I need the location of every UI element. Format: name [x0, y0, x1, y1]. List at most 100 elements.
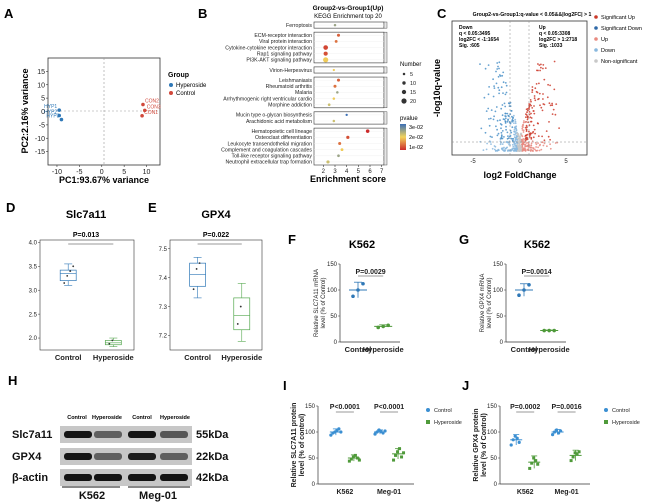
pca-xtick-label-1: -5: [76, 169, 82, 176]
volcano-point: [515, 144, 517, 147]
volcano-point: [504, 147, 507, 150]
volcano-point: [507, 119, 509, 121]
volcano-point: [529, 149, 532, 152]
kegg-xtick-label-2: 4: [345, 169, 349, 175]
pca-legend-control-marker: [169, 91, 173, 95]
bar-j-category-1: Meg-01: [555, 489, 579, 496]
bar-j-point: [509, 443, 513, 447]
volcano-point: [514, 127, 516, 129]
volcano-up-line-3: Sig. :1033: [539, 43, 563, 49]
kegg-size-legend-title: Number: [400, 62, 421, 68]
bar-j-point: [575, 452, 579, 456]
kegg-dot: [336, 91, 339, 94]
volcano-point: [501, 114, 504, 117]
pca-point-label-con1: CON1: [144, 110, 158, 116]
volcano-point: [530, 138, 533, 140]
kegg-facet-5: [313, 127, 385, 166]
bar-g-point: [542, 328, 546, 333]
bar-i-point: [349, 457, 353, 461]
bar-j-legend-1: Hyperoside: [612, 420, 640, 426]
box-e-ytick-0: 7.2: [159, 334, 168, 340]
pca-point-hyperoside-0: [57, 108, 61, 112]
volcano-point: [533, 128, 536, 131]
panel-letter-d: D: [6, 200, 15, 215]
kegg-dot: [332, 119, 336, 123]
volcano-point: [521, 142, 524, 145]
bar-f-point: [386, 323, 391, 328]
volcano-point: [497, 132, 500, 135]
volcano-point: [507, 137, 510, 140]
volcano-point: [496, 134, 499, 137]
kegg-facet-strip-0: [383, 21, 388, 29]
volcano-down-line-2: log2FC < -1:1654: [459, 37, 499, 43]
bar-g-category-1: Hyperoside: [529, 345, 570, 354]
bar-g-ylabel-line-1: level (% of Control): [487, 277, 493, 328]
volcano-point: [498, 149, 500, 152]
volcano-point: [485, 148, 488, 151]
volcano-point: [485, 110, 488, 112]
bar-i-point: [329, 433, 333, 437]
volcano-point: [530, 120, 532, 123]
kegg-term-label: Osteoclast differentiation: [255, 135, 312, 141]
volcano-point: [525, 124, 528, 127]
volcano-point: [555, 103, 558, 105]
volcano-point: [526, 111, 528, 114]
volcano-point: [498, 67, 500, 70]
blot-kda-1: 22kDa: [196, 451, 229, 463]
kegg-term-label: ECM-receptor interaction: [254, 33, 312, 39]
kegg-term-label: Arrhythmogenic right ventricular cardio: [223, 96, 312, 102]
kegg-facet-4: [313, 111, 385, 125]
box-control: [59, 269, 77, 282]
volcano-point: [505, 125, 507, 128]
bar-i-point: [392, 458, 396, 462]
blot-band-2-0: [64, 474, 92, 481]
volcano-point: [520, 138, 523, 141]
blot-col-label-2: Control: [132, 415, 152, 421]
volcano-point: [533, 97, 536, 100]
volcano-point: [525, 116, 527, 119]
bar-j-plot: 0 50 100 150 P=0.0002 K562 P=0.0016 Meg-01 Contr…: [473, 404, 640, 496]
bar-f-point: [376, 325, 381, 330]
volcano-x-label: log2 FoldChange: [484, 170, 557, 180]
volcano-point: [517, 150, 519, 152]
volcano-point: [530, 104, 532, 107]
kegg-dot: [332, 97, 336, 100]
volcano-point: [538, 82, 540, 85]
volcano-point: [491, 136, 493, 139]
kegg-dot-plot: Ferroptosis ECM-receptor interactionViral…: [221, 21, 388, 175]
blot-band-2-2: [128, 474, 156, 481]
volcano-point: [488, 118, 490, 120]
bar-j-legend-marker-1: [604, 420, 608, 424]
blot-row-bg-2: [60, 469, 192, 486]
bar-j-pvalue-1: P=0.0016: [552, 404, 582, 411]
kegg-term-label: Leishmaniasis: [279, 78, 312, 84]
kegg-term-label: Rap1 signaling pathway: [257, 51, 312, 57]
kegg-xtick-label-3: 5: [357, 169, 361, 175]
kegg-size-legend-label-3: 20: [410, 99, 416, 105]
bar-f-ytick-1: 50: [330, 314, 337, 320]
kegg-xtick-label-1: 3: [333, 169, 337, 175]
bar-i-point: [355, 456, 359, 460]
pca-point-control-2: [140, 113, 144, 118]
pca-xtick-label-3: 5: [122, 169, 126, 176]
volcano-point: [541, 109, 544, 112]
blot-image: [60, 426, 192, 488]
volcano-xtick-neg5: -5: [470, 159, 476, 165]
volcano-point: [534, 141, 537, 144]
volcano-point: [511, 148, 513, 151]
blot-col-label-3: Hyperoside: [160, 415, 190, 421]
volcano-point: [534, 132, 536, 135]
volcano-point: [504, 82, 507, 84]
volcano-point: [532, 136, 535, 139]
volcano-point: [518, 143, 521, 146]
volcano-xtick-0: 0: [518, 159, 522, 165]
bar-j-ylabel-line-1: level (% of Control): [481, 413, 488, 477]
box-point: [66, 274, 69, 277]
panel-letter-h: H: [8, 373, 17, 388]
volcano-point: [504, 93, 507, 96]
volcano-point: [495, 82, 498, 85]
bar-g-title: K562: [524, 239, 550, 251]
blot-band-1-0: [64, 453, 92, 460]
